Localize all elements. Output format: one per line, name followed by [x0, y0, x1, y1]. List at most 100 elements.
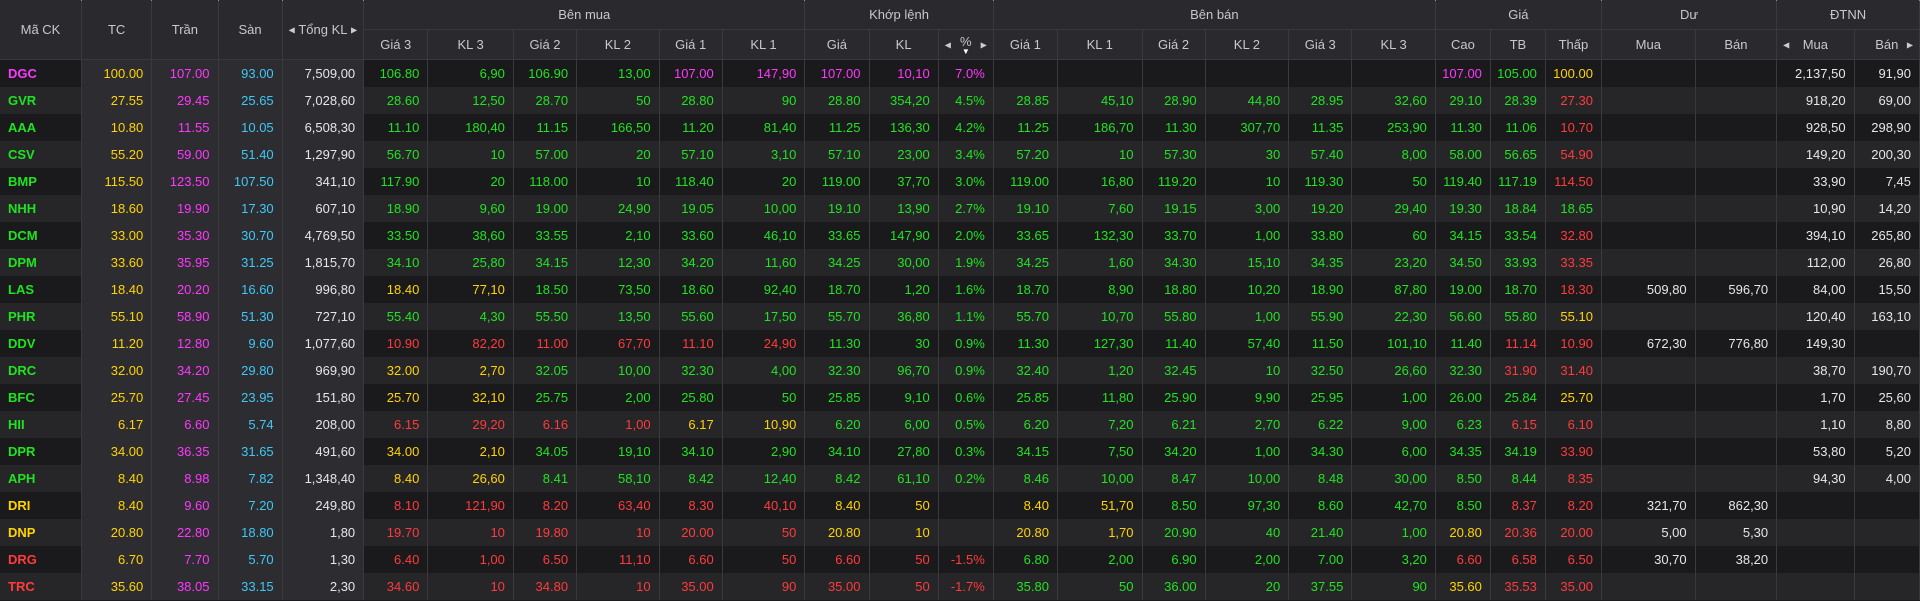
col-header-ban-kl1[interactable]: KL 1 — [1057, 29, 1143, 60]
cell-thap: 10.90 — [1545, 330, 1602, 357]
cell-sym[interactable]: DRI — [0, 492, 82, 519]
col-header-ban-kl3[interactable]: KL 3 — [1351, 29, 1436, 60]
cell-sym[interactable]: HII — [0, 411, 82, 438]
cell-sym[interactable]: DRC — [0, 357, 82, 384]
col-header-ma-ck[interactable]: Mã CK — [0, 0, 82, 60]
cell-sym[interactable]: DRG — [0, 546, 82, 573]
table-row[interactable]: DCM 33.00 35.30 30.70 4,769,50 33.50 38,60 33.5… — [0, 222, 1920, 249]
cell-sym[interactable]: APH — [0, 465, 82, 492]
col-header-du-mua[interactable]: Mua — [1601, 29, 1696, 60]
cell-mua-kl3: 26,60 — [427, 465, 514, 492]
table-row[interactable]: PHR 55.10 58.90 51.30 727,10 55.40 4,30 55.50 13… — [0, 303, 1920, 330]
dtnn-next-icon[interactable]: ▶ — [1906, 40, 1913, 49]
cell-tran: 59.00 — [151, 141, 219, 168]
cell-tkl: 151,80 — [282, 384, 365, 411]
col-header-tran[interactable]: Trần — [151, 0, 219, 60]
scroll-right-icon[interactable]: ▶ — [351, 25, 358, 34]
cell-sym[interactable]: CSV — [0, 141, 82, 168]
cell-sym[interactable]: DDV — [0, 330, 82, 357]
cell-sym[interactable]: DGC — [0, 59, 82, 87]
cell-tb: 18.84 — [1490, 195, 1546, 222]
cell-sym[interactable]: GVR — [0, 87, 82, 114]
cell-sym[interactable]: TRC — [0, 573, 82, 600]
table-row[interactable]: HII 6.17 6.60 5.74 208,00 6.15 29,20 6.16 1,00 6.… — [0, 411, 1920, 438]
col-header-mua-gia3[interactable]: Giá 3 — [363, 29, 429, 60]
cell-mua-gia2: 18.50 — [513, 276, 578, 303]
table-row[interactable]: CSV 55.20 59.00 51.40 1,297,90 56.70 10 57.00 20… — [0, 141, 1920, 168]
table-row[interactable]: DRG 6.70 7.70 5.70 1,30 6.40 1,00 6.50 11,10 6.60… — [0, 546, 1920, 573]
col-header-thap[interactable]: Thấp — [1545, 29, 1602, 60]
col-header-khop-gia[interactable]: Giá — [804, 29, 870, 60]
cell-cao: 34.35 — [1435, 438, 1491, 465]
cell-tran: 27.45 — [151, 384, 219, 411]
cell-ban-gia3: 19.20 — [1288, 195, 1353, 222]
cell-sym[interactable]: LAS — [0, 276, 82, 303]
cell-mua-gia2: 33.55 — [513, 222, 578, 249]
table-row[interactable]: DPR 34.00 36.35 31.65 491,60 34.00 2,10 34.05 19… — [0, 438, 1920, 465]
dtnn-prev-icon[interactable]: ◀ — [1783, 40, 1790, 49]
scroll-left-icon[interactable]: ◀ — [288, 25, 295, 34]
cell-thap: 27.30 — [1545, 87, 1602, 114]
cell-sym[interactable]: DPR — [0, 438, 82, 465]
col-header-tong-kl[interactable]: ◀ Tổng KL ▶ — [282, 0, 365, 60]
table-row[interactable]: DRI 8.40 9.60 7.20 249,80 8.10 121,90 8.20 63,40… — [0, 492, 1920, 519]
table-row[interactable]: APH 8.40 8.98 7.82 1,348,40 8.40 26,60 8.41 58,1… — [0, 465, 1920, 492]
cell-sym[interactable]: AAA — [0, 114, 82, 141]
cell-du-ban — [1695, 168, 1778, 195]
col-header-khop-kl[interactable]: KL — [869, 29, 939, 60]
cell-sym[interactable]: DCM — [0, 222, 82, 249]
cell-sym[interactable]: BFC — [0, 384, 82, 411]
col-header-ban-gia1[interactable]: Giá 1 — [993, 29, 1058, 60]
table-row[interactable]: AAA 10.80 11.55 10.05 6,508,30 11.10 180,40 11.… — [0, 114, 1920, 141]
table-row[interactable]: GVR 27.55 29.45 25.65 7,028,60 28.60 12,50 28.7… — [0, 87, 1920, 114]
table-row[interactable]: BFC 25.70 27.45 23.95 151,80 25.70 32,10 25.75 2… — [0, 384, 1920, 411]
table-row[interactable]: DPM 33.60 35.95 31.25 1,815,70 34.10 25,80 34.1… — [0, 249, 1920, 276]
table-row[interactable]: DGC 100.00 107.00 93.00 7,509,00 106.80 6,90 10… — [0, 59, 1920, 87]
cell-mua-gia1: 6.17 — [659, 411, 723, 438]
cell-sym[interactable]: DNP — [0, 519, 82, 546]
table-row[interactable]: BMP 115.50 123.50 107.50 341,10 117.90 20 118.0… — [0, 168, 1920, 195]
cell-ban-gia2: 6.21 — [1142, 411, 1206, 438]
table-row[interactable]: TRC 35.60 38.05 33.15 2,30 34.60 10 34.80 10 35.0… — [0, 573, 1920, 600]
cell-mua-kl2: 67,70 — [576, 330, 660, 357]
col-header-ban-kl2[interactable]: KL 2 — [1205, 29, 1290, 60]
table-row[interactable]: DNP 20.80 22.80 18.80 1,80 19.70 10 19.80 10 20.0… — [0, 519, 1920, 546]
pct-next-icon[interactable]: ▶ — [980, 40, 987, 49]
cell-sym[interactable]: PHR — [0, 303, 82, 330]
cell-tran: 7.70 — [151, 546, 219, 573]
cell-sym[interactable]: DPM — [0, 249, 82, 276]
col-header-nn-mua[interactable]: ◀ Mua — [1776, 29, 1855, 60]
cell-du-mua — [1601, 438, 1696, 465]
col-header-du-ban[interactable]: Bán — [1695, 29, 1778, 60]
table-row[interactable]: NHH 18.60 19.90 17.30 607,10 18.90 9,60 19.00 24… — [0, 195, 1920, 222]
cell-ban-gia3: 119.30 — [1288, 168, 1353, 195]
cell-mua-kl3: 32,10 — [427, 384, 514, 411]
col-header-mua-gia1[interactable]: Giá 1 — [659, 29, 723, 60]
cell-khop-kl: 23,00 — [869, 141, 939, 168]
col-header-san[interactable]: Sàn — [218, 0, 283, 60]
table-row[interactable]: LAS 18.40 20.20 16.60 996,80 18.40 77,10 18.50 7… — [0, 276, 1920, 303]
col-header-ban-gia3[interactable]: Giá 3 — [1288, 29, 1353, 60]
col-header-ban-gia2[interactable]: Giá 2 — [1142, 29, 1206, 60]
col-header-mua-kl3[interactable]: KL 3 — [427, 29, 514, 60]
cell-ban-gia2: 28.90 — [1142, 87, 1206, 114]
col-header-nn-ban[interactable]: Bán ▶ — [1854, 29, 1920, 60]
col-header-tb[interactable]: TB — [1490, 29, 1546, 60]
cell-tran: 9.60 — [151, 492, 219, 519]
col-header-mua-kl2[interactable]: KL 2 — [576, 29, 660, 60]
cell-sym[interactable]: BMP — [0, 168, 82, 195]
pct-prev-icon[interactable]: ◀ — [944, 40, 951, 49]
table-row[interactable]: DRC 32.00 34.20 29.80 969,90 32.00 2,70 32.05 10… — [0, 357, 1920, 384]
col-header-cao[interactable]: Cao — [1435, 29, 1491, 60]
cell-khop-kl: 354,20 — [869, 87, 939, 114]
col-header-mua-kl1[interactable]: KL 1 — [722, 29, 806, 60]
table-row[interactable]: DDV 11.20 12.80 9.60 1,077,60 10.90 82,20 11.00… — [0, 330, 1920, 357]
col-header-tc[interactable]: TC — [81, 0, 153, 60]
cell-ban-kl1: 132,30 — [1057, 222, 1143, 249]
cell-nn-mua: 149,20 — [1776, 141, 1855, 168]
col-header-khop-pct[interactable]: ◀ % ▼ ▶ — [938, 29, 994, 60]
cell-sym[interactable]: NHH — [0, 195, 82, 222]
cell-tc: 100.00 — [81, 59, 153, 87]
cell-cao: 8.50 — [1435, 492, 1491, 519]
col-header-mua-gia2[interactable]: Giá 2 — [513, 29, 578, 60]
